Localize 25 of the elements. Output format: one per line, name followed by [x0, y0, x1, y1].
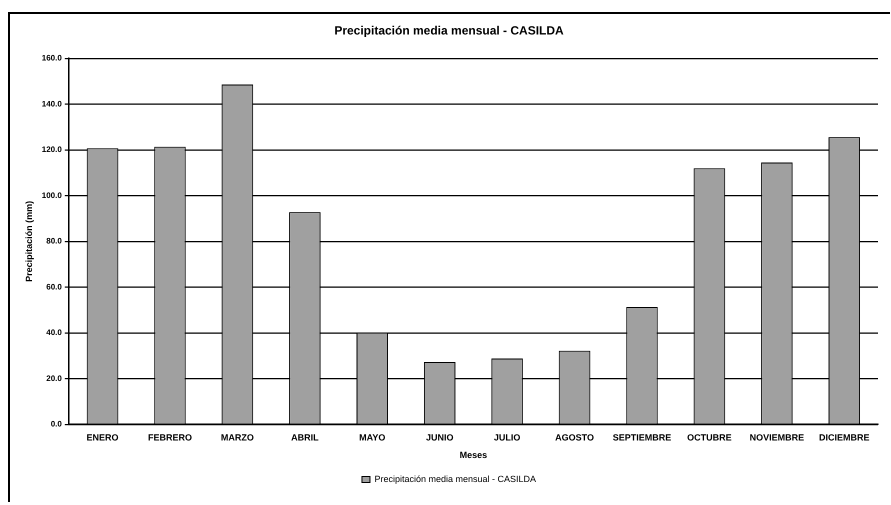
y-tick-label: 60.0	[46, 282, 62, 292]
x-tick-label: ENERO	[86, 432, 119, 442]
y-tick-label: 80.0	[46, 236, 62, 246]
chart-title: Precipitación media mensual - CASILDA	[334, 24, 564, 38]
x-tick-label: FEBRERO	[148, 432, 192, 442]
y-tick-label: 100.0	[42, 190, 62, 200]
y-tick-label: 120.0	[42, 145, 62, 154]
x-tick-label: AGOSTO	[555, 432, 594, 442]
x-tick-label: MAYO	[359, 432, 386, 442]
y-tick-label: 20.0	[46, 374, 62, 383]
legend-label: Precipitación media mensual - CASILDA	[374, 474, 536, 484]
y-tick-label: 40.0	[46, 328, 62, 338]
x-tick-label: OCTUBRE	[687, 432, 732, 442]
x-tick-label: JUNIO	[426, 432, 454, 442]
y-tick-label: 160.0	[42, 54, 62, 63]
x-tick-label: NOVIEMBRE	[750, 432, 804, 442]
x-tick-label: ABRIL	[291, 432, 320, 442]
x-axis-title: Meses	[460, 450, 488, 460]
x-tick-label: JULIO	[494, 432, 520, 442]
y-axis-title: Precipitación (mm)	[24, 200, 34, 282]
x-tick-label: DICIEMBRE	[819, 432, 870, 442]
y-tick-label: 0.0	[50, 420, 62, 429]
x-tick-label: MARZO	[220, 432, 254, 442]
y-tick-label: 140.0	[42, 99, 62, 108]
x-tick-label: SEPTIEMBRE	[612, 432, 672, 442]
